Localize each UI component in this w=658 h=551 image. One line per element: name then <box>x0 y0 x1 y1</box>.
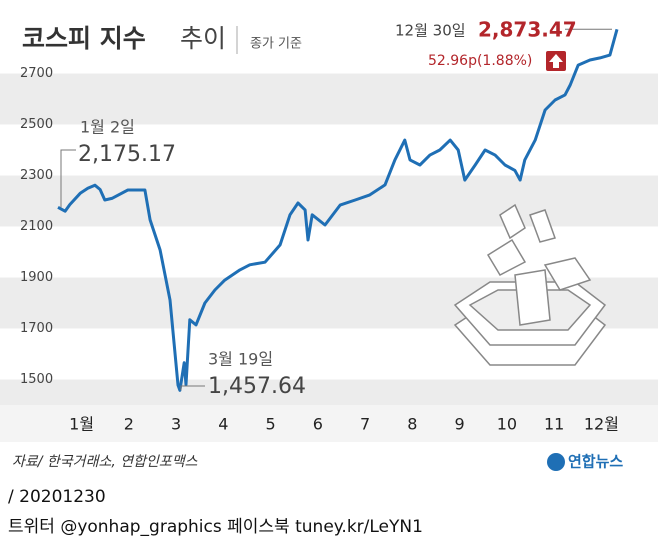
chart-subtitle: 종가 기준 <box>250 37 302 52</box>
x-tick-label: 4 <box>218 415 228 434</box>
paper <box>529 209 556 243</box>
grid-band <box>0 379 658 405</box>
chart-title: 코스피 지수 <box>22 24 146 53</box>
x-tick-label: 3 <box>171 415 181 434</box>
grid-band <box>0 73 658 125</box>
annotation-date: 12월 30일 <box>395 22 466 40</box>
x-tick-label: 1월 <box>69 415 94 434</box>
y-tick-label: 1700 <box>20 321 53 336</box>
y-tick-label: 1500 <box>20 372 53 387</box>
leader-line <box>180 385 205 391</box>
annotation-value: 2,175.17 <box>78 142 176 167</box>
paper <box>514 269 551 326</box>
y-tick-label: 2100 <box>20 219 53 234</box>
annotation-value: 1,457.64 <box>208 374 306 399</box>
x-tick-label: 7 <box>360 415 370 434</box>
footer-links: 트위터 @yonhap_graphics 페이스북 tuney.kr/LeYN1 <box>8 517 423 537</box>
chart-title-suffix: 추이 <box>180 24 226 53</box>
leader-line <box>60 149 76 208</box>
x-tick-label: 5 <box>266 415 276 434</box>
paper <box>486 238 527 276</box>
x-tick-label: 10 <box>497 415 517 434</box>
annotation-value: 2,873.47 <box>478 18 577 42</box>
y-tick-label: 1900 <box>20 270 53 285</box>
y-tick-label: 2500 <box>20 117 53 132</box>
x-axis-band <box>0 405 658 442</box>
x-tick-label: 6 <box>313 415 323 434</box>
ballot-box <box>453 203 607 366</box>
paper <box>543 257 592 291</box>
x-tick-label: 8 <box>407 415 417 434</box>
annotation-change: 52.96p(1.88%) <box>428 53 532 69</box>
source: 자료/ 한국거래소, 연합인포맥스 <box>12 454 198 470</box>
x-tick-label: 12월 <box>584 415 619 434</box>
y-tick-label: 2300 <box>20 168 53 183</box>
logo-icon <box>547 453 565 471</box>
y-tick-label: 2700 <box>20 66 53 81</box>
x-tick-label: 11 <box>544 415 564 434</box>
annotation-date: 3월 19일 <box>208 350 273 369</box>
x-tick-label: 2 <box>124 415 134 434</box>
footer-date: / 20201230 <box>8 487 106 507</box>
line <box>57 28 619 392</box>
annotation-date: 1월 2일 <box>80 118 135 137</box>
x-tick-label: 9 <box>455 415 465 434</box>
logo: 연합뉴스 <box>568 453 623 471</box>
up-arrow <box>549 54 563 68</box>
paper <box>499 203 526 240</box>
